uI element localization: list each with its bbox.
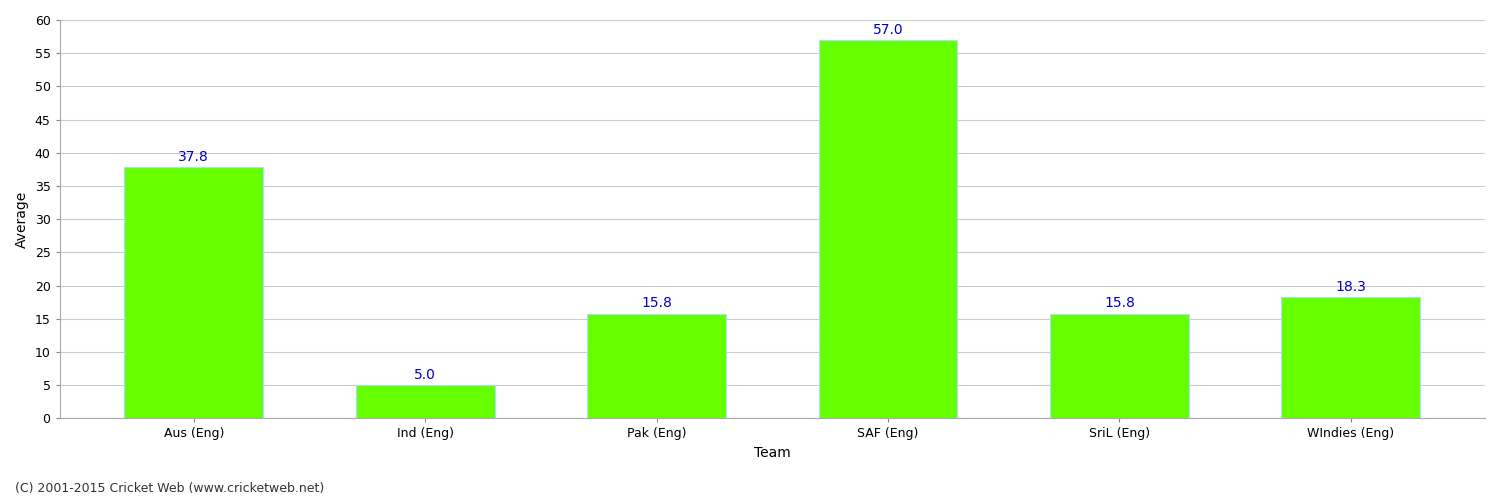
Bar [124,168,262,418]
X-axis label: Team: Team [754,446,790,460]
Text: 15.8: 15.8 [1104,296,1136,310]
Bar [1050,314,1190,418]
Text: 5.0: 5.0 [414,368,436,382]
Text: 37.8: 37.8 [178,150,209,164]
Bar [356,385,495,418]
Text: 15.8: 15.8 [640,296,672,310]
Text: 57.0: 57.0 [873,22,903,36]
Text: (C) 2001-2015 Cricket Web (www.cricketweb.net): (C) 2001-2015 Cricket Web (www.cricketwe… [15,482,324,495]
Bar [1281,297,1420,418]
Bar [819,40,957,418]
Bar [586,314,726,418]
Y-axis label: Average: Average [15,190,28,248]
Text: 18.3: 18.3 [1335,280,1366,293]
